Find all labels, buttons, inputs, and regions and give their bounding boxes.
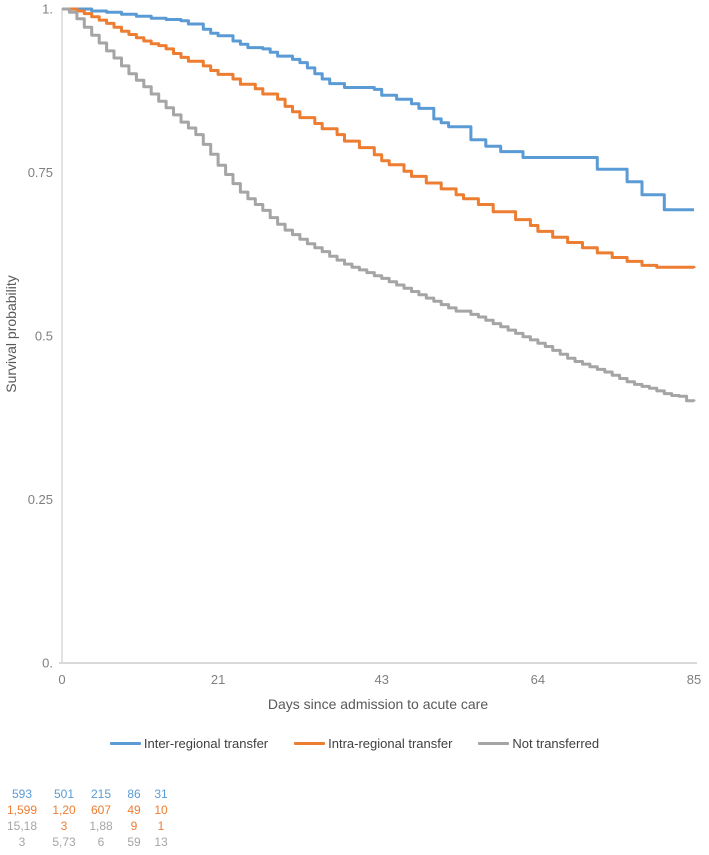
risk-table-cell: 607 [90, 803, 112, 817]
risk-table-row: 593 501 215 86 31 [2, 786, 170, 802]
legend-line-swatch [478, 741, 510, 745]
risk-table-cell: 1,599 [6, 803, 38, 817]
risk-table-cell: 31 [154, 787, 168, 801]
risk-table-cell: 49 [127, 803, 141, 817]
risk-table-cell: 10 [154, 803, 168, 817]
numbers-at-risk-table: 593 501 215 86 31 1,599 1,20 607 49 10 15,18 3 1,88 9… [2, 786, 170, 850]
series-line-not-transferred [62, 7, 696, 403]
legend-item-intra-regional-transfer: Intra-regional transfer [294, 736, 452, 751]
risk-table-cell: 86 [127, 787, 141, 801]
risk-table-cell: 13 [154, 835, 168, 849]
risk-table-cell: 215 [90, 787, 112, 801]
risk-table-cell: 59 [127, 835, 141, 849]
risk-table-cell: 501 [53, 787, 75, 801]
risk-table-row: 1,599 1,20 607 49 10 [2, 802, 170, 818]
x-tick-label: 85 [687, 672, 701, 687]
x-tick-label: 64 [531, 672, 545, 687]
x-tick-label: 21 [211, 672, 225, 687]
risk-table-cell: 1 [157, 819, 165, 833]
risk-table-cell: 1,20 [52, 803, 76, 817]
risk-table-cell: 15,18 [6, 819, 38, 833]
risk-table-row: 15,18 3 1,88 9 1 [2, 818, 170, 834]
risk-table-cell: 5,73 [52, 835, 76, 849]
x-axis-title: Days since admission to acute care [267, 696, 489, 712]
legend-label: Not transferred [512, 735, 600, 751]
y-tick-label: 0.5 [35, 329, 53, 344]
legend-item-not-transferred: Not transferred [478, 736, 599, 751]
legend-line-swatch [294, 741, 326, 745]
risk-table-cell: 593 [11, 787, 33, 801]
x-tick-label: 43 [374, 672, 388, 687]
x-tick-label: 0 [58, 672, 65, 687]
risk-table-cell: 3 [60, 819, 68, 833]
chart-legend: Inter-regional transfer Intra-regional tr… [0, 734, 709, 752]
legend-label: Inter-regional transfer [143, 735, 269, 751]
series-line-inter-regional-transfer [62, 7, 694, 212]
risk-table-cell: 1,88 [89, 819, 113, 833]
survival-chart: 1. 0.75 0.5 0.25 0. 0 21 43 64 85 [28, 2, 702, 688]
legend-label: Intra-regional transfer [328, 735, 453, 751]
legend-item-inter-regional-transfer: Inter-regional transfer [109, 735, 269, 751]
risk-table-row: 3 5,73 6 59 13 [2, 834, 170, 850]
y-tick-label: 0.25 [28, 492, 53, 507]
legend-line-swatch [109, 741, 141, 745]
y-tick-label: 0. [42, 656, 53, 671]
y-tick-label: 0.75 [28, 165, 53, 180]
series-line-intra-regional-transfer [62, 7, 696, 269]
risk-table-cell: 3 [18, 835, 26, 849]
y-tick-label: 1. [42, 2, 53, 17]
risk-table-cell: 9 [130, 819, 138, 833]
risk-table-cell: 6 [97, 835, 105, 849]
y-axis-title: Survival probability [3, 275, 19, 393]
